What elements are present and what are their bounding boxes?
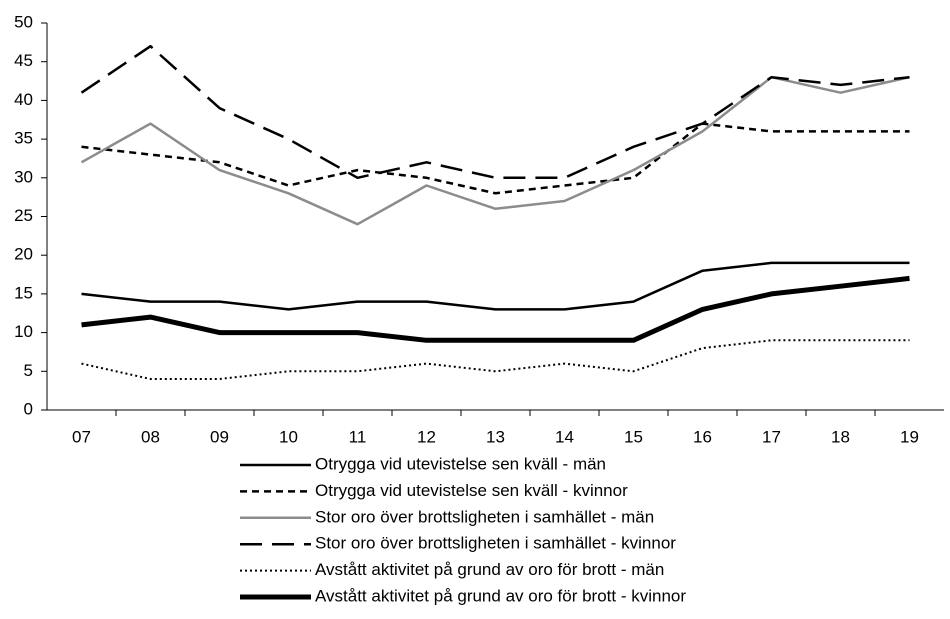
y-tick-label: 40	[14, 90, 33, 109]
x-tick-label: 19	[900, 427, 919, 446]
y-tick-label: 15	[14, 283, 33, 302]
x-tick-label: 15	[624, 427, 643, 446]
x-tick-label: 09	[210, 427, 229, 446]
legend-label: Stor oro över brottsligheten i samhället…	[315, 507, 654, 526]
y-tick-label: 50	[14, 12, 33, 31]
series-line	[80, 44, 910, 180]
x-tick-label: 10	[279, 427, 298, 446]
legend-label: Avstått aktivitet på grund av oro för br…	[315, 560, 664, 579]
x-tick-label: 07	[72, 427, 91, 446]
x-tick-label: 17	[762, 427, 781, 446]
y-tick-label: 35	[14, 129, 33, 148]
legend-label: Otrygga vid utevistelse sen kväll - män	[315, 454, 606, 473]
legend-label: Stor oro över brottsligheten i samhället…	[315, 534, 676, 553]
legend-label: Avstått aktivitet på grund av oro för br…	[315, 586, 686, 605]
series-line	[81, 275, 910, 343]
x-tick-label: 16	[693, 427, 712, 446]
y-tick-label: 5	[24, 361, 33, 380]
y-tick-label: 10	[14, 322, 33, 341]
series-line	[81, 339, 910, 380]
series-line	[80, 75, 910, 226]
y-tick-label: 0	[24, 399, 33, 418]
y-tick-label: 20	[14, 245, 33, 264]
legend-label: Otrygga vid utevistelse sen kväll - kvin…	[315, 481, 628, 500]
x-tick-label: 18	[831, 427, 850, 446]
x-tick-label: 12	[417, 427, 436, 446]
y-tick-label: 45	[14, 51, 33, 70]
x-tick-label: 14	[555, 427, 574, 446]
y-tick-label: 30	[14, 167, 33, 186]
y-tick-label: 25	[14, 206, 33, 225]
x-tick-label: 08	[141, 427, 160, 446]
series-line	[81, 261, 910, 311]
series-line	[81, 122, 910, 195]
x-tick-label: 13	[486, 427, 505, 446]
x-tick-label: 11	[349, 427, 367, 446]
